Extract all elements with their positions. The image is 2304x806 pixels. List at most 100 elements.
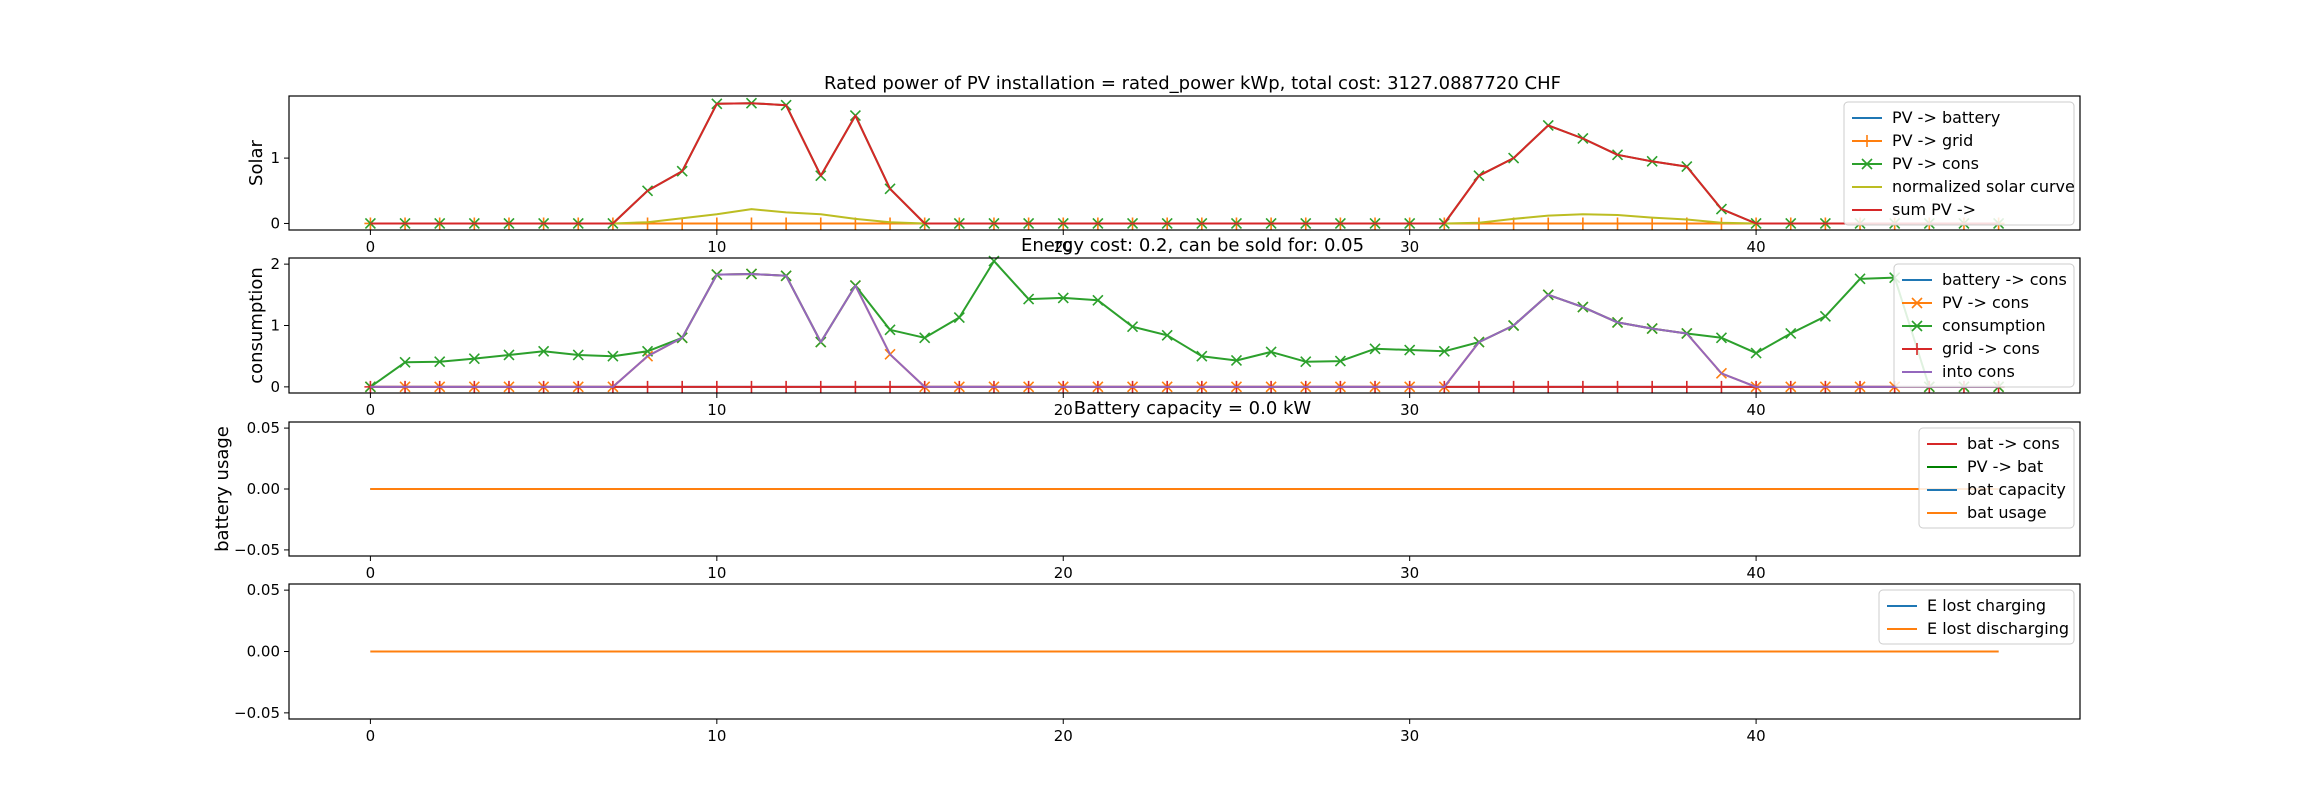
legend-label-pv-grid: PV -> grid xyxy=(1892,131,1973,150)
legend-marker xyxy=(1911,297,1923,309)
x-tick-label: 10 xyxy=(707,238,726,256)
y-tick-label: 0 xyxy=(270,214,280,232)
legend-label-pv-cons: PV -> cons xyxy=(1942,293,2029,312)
legend-marker xyxy=(1911,343,1923,355)
data-point-pv-grid xyxy=(814,217,827,230)
data-point-consumption xyxy=(607,350,619,362)
data-point-consumption xyxy=(1196,350,1208,362)
series-line-pv-cons xyxy=(370,102,1999,225)
data-point-consumption xyxy=(503,349,515,361)
y-axis-label: battery usage xyxy=(212,426,233,552)
y-tick-label: 1 xyxy=(270,317,280,335)
data-point-consumption xyxy=(1057,292,1069,304)
x-tick-label: 20 xyxy=(1054,727,1073,745)
legend-label-grid-cons: grid -> cons xyxy=(1942,339,2040,358)
data-point-grid-cons xyxy=(710,380,723,393)
data-point-consumption xyxy=(1785,327,1797,340)
data-point-consumption xyxy=(1230,354,1243,367)
data-point-consumption xyxy=(1023,293,1035,305)
data-point-consumption xyxy=(1819,310,1831,322)
y-axis-label: consumption xyxy=(246,267,267,384)
legend: bat -> cons PV -> bat bat capacity bat usag… xyxy=(1918,427,2075,529)
data-point-pv-grid xyxy=(641,217,654,230)
y-tick-label: 0 xyxy=(270,378,280,396)
x-tick-label: 30 xyxy=(1400,401,1419,419)
data-point-pv-grid xyxy=(780,217,793,230)
legend-box xyxy=(1843,101,2075,226)
legend: E lost charging E lost discharging xyxy=(1878,589,2075,645)
x-tick-label: 0 xyxy=(366,564,376,582)
plot-frame xyxy=(288,95,2081,231)
data-point-consumption xyxy=(1092,294,1104,306)
series-line-into-cons xyxy=(370,273,1999,388)
legend-label-battery-cons: battery -> cons xyxy=(1942,270,2067,289)
legend-label-pv-cons: PV -> cons xyxy=(1892,154,1979,173)
data-point-pv-grid xyxy=(884,217,897,230)
data-point-consumption xyxy=(1334,355,1346,367)
data-point-consumption xyxy=(434,356,446,368)
legend-box xyxy=(1893,263,2075,388)
legend-label-bat-capacity: bat capacity xyxy=(1967,480,2066,499)
data-point-grid-cons xyxy=(1507,380,1520,393)
legend-label-bat-cons: bat -> cons xyxy=(1967,434,2060,453)
data-point-pv-grid xyxy=(1611,217,1624,230)
data-point-grid-cons xyxy=(780,380,793,393)
data-point-pv-grid xyxy=(676,217,689,230)
legend: PV -> battery PV -> grid PV -> cons normali… xyxy=(1843,101,2075,226)
data-point-consumption xyxy=(1161,329,1173,341)
data-point-consumption xyxy=(1265,346,1277,358)
y-tick-label: 2 xyxy=(270,255,280,273)
data-point-grid-cons xyxy=(814,380,827,393)
subplot-title: Rated power of PV installation = rated_p… xyxy=(824,73,1561,94)
x-tick-label: 40 xyxy=(1747,238,1766,256)
data-point-grid-cons xyxy=(849,380,862,393)
data-point-consumption xyxy=(884,324,896,336)
legend-box xyxy=(1918,427,2075,529)
data-point-pv-grid xyxy=(1646,217,1659,230)
subplot-title: Energy cost: 0.2, can be sold for: 0.05 xyxy=(1021,235,1364,256)
legend-label-e-lost-discharging: E lost discharging xyxy=(1927,619,2069,638)
data-point-consumption xyxy=(1854,273,1866,285)
data-point-consumption xyxy=(919,332,931,344)
data-point-consumption xyxy=(953,311,965,324)
x-tick-label: 0 xyxy=(366,401,376,419)
data-point-grid-cons xyxy=(1576,380,1589,393)
x-tick-label: 40 xyxy=(1747,727,1766,745)
y-tick-label: 0.00 xyxy=(247,643,280,661)
data-point-grid-cons xyxy=(1611,380,1624,393)
legend-label-into-cons: into cons xyxy=(1942,362,2015,381)
data-point-grid-cons xyxy=(884,380,897,393)
legend-label-pv-battery: PV -> battery xyxy=(1892,108,2000,127)
legend-label-e-lost-charging: E lost charging xyxy=(1927,596,2046,615)
series-line-sum-pv xyxy=(370,102,1999,225)
data-point-consumption xyxy=(538,345,550,357)
x-tick-label: 20 xyxy=(1054,238,1073,256)
data-point-pv-grid xyxy=(1542,217,1555,230)
data-point-consumption xyxy=(1300,356,1312,368)
x-tick-label: 10 xyxy=(707,727,726,745)
legend-label-pv-bat: PV -> bat xyxy=(1967,457,2043,476)
x-tick-label: 20 xyxy=(1054,401,1073,419)
subplot-title: Battery capacity = 0.0 kW xyxy=(1074,398,1312,419)
x-tick-label: 40 xyxy=(1747,401,1766,419)
legend-marker xyxy=(1861,135,1873,147)
data-point-consumption xyxy=(1438,345,1450,357)
data-point-grid-cons xyxy=(1646,380,1659,393)
y-axis-label: Solar xyxy=(246,139,267,185)
y-tick-label: −0.05 xyxy=(234,704,280,722)
series-line-consumption xyxy=(369,260,1999,388)
data-point-pv-grid xyxy=(710,217,723,230)
x-tick-label: 0 xyxy=(366,727,376,745)
y-tick-label: 0.05 xyxy=(247,581,280,599)
data-point-consumption xyxy=(1715,332,1728,344)
y-tick-label: 0.00 xyxy=(247,480,280,498)
data-point-consumption xyxy=(1404,344,1416,356)
x-tick-label: 10 xyxy=(707,401,726,419)
x-tick-label: 10 xyxy=(707,564,726,582)
data-point-pv-grid xyxy=(745,217,758,230)
x-tick-label: 20 xyxy=(1054,564,1073,582)
data-point-consumption xyxy=(1369,343,1381,355)
x-tick-label: 30 xyxy=(1400,564,1419,582)
